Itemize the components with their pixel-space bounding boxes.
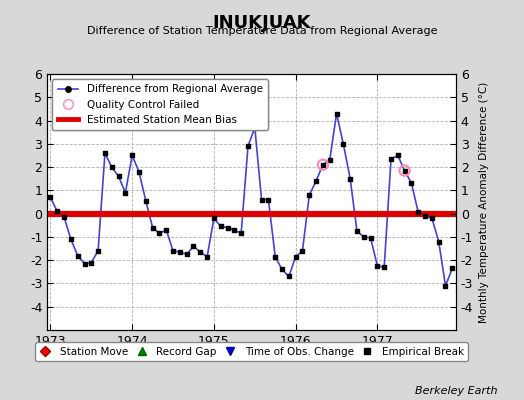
Point — [366, 235, 375, 241]
Point — [428, 215, 436, 222]
Point — [237, 230, 245, 237]
Point — [94, 248, 102, 254]
Point — [230, 227, 238, 233]
Point — [162, 227, 170, 233]
Point — [319, 162, 327, 168]
Point — [87, 259, 95, 266]
Point — [141, 198, 150, 204]
Point — [80, 260, 89, 267]
Point — [387, 156, 395, 162]
Point — [135, 168, 143, 175]
Point — [53, 208, 61, 214]
Point — [319, 162, 327, 168]
Text: Berkeley Earth: Berkeley Earth — [416, 386, 498, 396]
Point — [312, 178, 320, 184]
Point — [346, 176, 354, 182]
Point — [298, 248, 307, 254]
Point — [60, 214, 68, 220]
Point — [421, 213, 429, 219]
Point — [216, 223, 225, 230]
Point — [380, 264, 388, 270]
Point — [114, 173, 123, 180]
Point — [73, 252, 82, 259]
Point — [250, 124, 259, 131]
Point — [305, 192, 313, 198]
Point — [359, 234, 368, 240]
Point — [223, 224, 232, 231]
Point — [67, 236, 75, 242]
Legend: Station Move, Record Gap, Time of Obs. Change, Empirical Break: Station Move, Record Gap, Time of Obs. C… — [35, 342, 468, 361]
Point — [203, 254, 211, 260]
Point — [400, 167, 409, 174]
Point — [448, 265, 456, 272]
Text: INUKJUAK: INUKJUAK — [213, 14, 311, 32]
Point — [121, 190, 129, 196]
Point — [278, 266, 286, 273]
Point — [148, 224, 157, 231]
Point — [271, 254, 279, 260]
Point — [441, 282, 450, 289]
Point — [353, 228, 361, 234]
Point — [169, 248, 177, 254]
Point — [400, 167, 409, 174]
Point — [332, 110, 341, 117]
Point — [107, 164, 116, 170]
Point — [101, 150, 109, 156]
Point — [46, 194, 54, 200]
Point — [210, 215, 218, 222]
Point — [434, 238, 443, 245]
Point — [244, 143, 252, 149]
Point — [182, 251, 191, 258]
Point — [407, 180, 416, 186]
Text: Difference of Station Temperature Data from Regional Average: Difference of Station Temperature Data f… — [87, 26, 437, 36]
Point — [257, 196, 266, 203]
Point — [264, 196, 272, 203]
Point — [176, 249, 184, 255]
Point — [128, 152, 136, 159]
Point — [189, 243, 198, 250]
Point — [414, 209, 422, 216]
Point — [285, 273, 293, 280]
Legend: Difference from Regional Average, Quality Control Failed, Estimated Station Mean: Difference from Regional Average, Qualit… — [52, 79, 268, 130]
Point — [339, 141, 347, 147]
Point — [196, 249, 204, 255]
Point — [394, 152, 402, 159]
Point — [155, 230, 163, 237]
Y-axis label: Monthly Temperature Anomaly Difference (°C): Monthly Temperature Anomaly Difference (… — [478, 81, 489, 323]
Point — [373, 263, 381, 269]
Point — [325, 157, 334, 163]
Point — [291, 254, 300, 260]
